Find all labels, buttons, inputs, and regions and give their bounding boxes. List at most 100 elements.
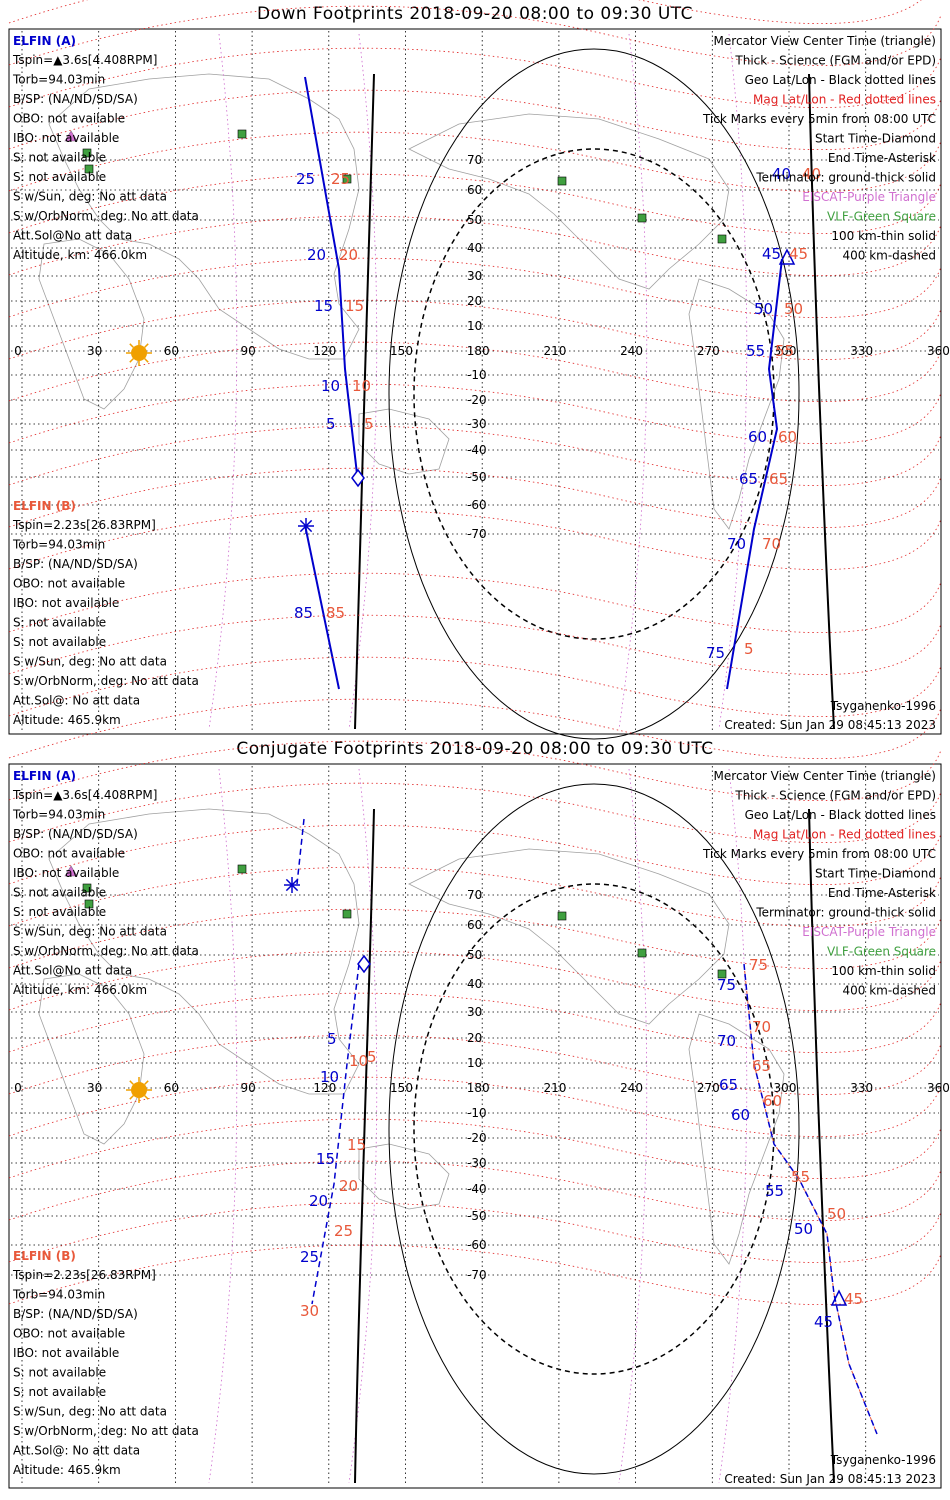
track-time-label: 50 bbox=[784, 300, 803, 318]
panel-frame bbox=[8, 28, 942, 735]
model-label: Tsyganenko-1996 bbox=[830, 1453, 936, 1467]
legend-entry: VLF-Green Square bbox=[827, 945, 936, 959]
track-time-label: 5 bbox=[367, 1048, 377, 1066]
lat-tick-label: 70 bbox=[467, 153, 482, 167]
satellite-tracks: 5510101515202025253075757070656560605555… bbox=[284, 818, 878, 1435]
geo-grid bbox=[11, 766, 939, 1486]
lon-tick-label: 60 bbox=[164, 344, 179, 358]
track-time-label: 70 bbox=[762, 535, 781, 553]
lat-tick-label: 10 bbox=[467, 319, 482, 333]
end-asterisk-icon bbox=[284, 877, 300, 893]
center-triangle-icon bbox=[778, 248, 796, 265]
track-time-label: 20 bbox=[339, 1177, 358, 1195]
vlf-station-square-icon bbox=[82, 883, 92, 893]
track-time-label: 10 bbox=[352, 377, 371, 395]
oval-100km bbox=[388, 783, 800, 1475]
track-time-label: 55 bbox=[791, 1168, 810, 1186]
terminator-line bbox=[354, 808, 375, 1484]
sat-a-info-line: S: not available bbox=[13, 886, 106, 900]
sat-a-info-line: Torb=94.03min bbox=[12, 73, 105, 87]
sat-b-info-line: IBO: not available bbox=[13, 1346, 119, 1360]
vlf-station-square-icon bbox=[557, 911, 567, 921]
lat-tick-label: -70 bbox=[467, 527, 487, 541]
lat-tick-label: -40 bbox=[467, 443, 487, 457]
sat-b-info-line: S: not available bbox=[13, 1366, 106, 1380]
track-time-label: 25 bbox=[296, 170, 315, 188]
created-timestamp: Created: Sun Jan 29 08:45:13 2023 bbox=[724, 1472, 936, 1486]
track-time-label: 55 bbox=[765, 1182, 784, 1200]
legend-entry: Thick - Science (FGM and/or EPD) bbox=[734, 54, 936, 68]
legend: Mercator View Center Time (triangle) Thic… bbox=[702, 34, 936, 263]
lon-tick-label: 60 bbox=[164, 1081, 179, 1095]
center-triangle-icon bbox=[830, 1289, 848, 1306]
axis-ticks: 0 30 60 90 120 150 180 210 240 270 300 330 360 70 60 50… bbox=[14, 153, 950, 541]
sat-a-info-line: B/SP: (NA/ND/SD/SA) bbox=[13, 92, 138, 106]
track-time-label: 25 bbox=[300, 1248, 319, 1266]
model-label: Tsyganenko-1996 bbox=[830, 699, 936, 713]
lat-tick-label: -20 bbox=[467, 393, 487, 407]
vlf-station-square-icon bbox=[82, 148, 92, 158]
lat-tick-label: 30 bbox=[467, 269, 482, 283]
vlf-station-square-icon bbox=[84, 899, 94, 909]
lon-tick-label: 210 bbox=[543, 344, 566, 358]
track-time-label: 30 bbox=[300, 1302, 319, 1320]
vlf-station-square-icon bbox=[637, 213, 647, 223]
sat-b-info-line: Torb=94.03min bbox=[12, 1288, 105, 1302]
sat-a-info-line: Altitude, km: 466.0km bbox=[13, 983, 147, 997]
panel-down: 0 30 60 90 120 150 180 210 240 270 300 330 360 70 60 50… bbox=[8, 0, 950, 740]
sat-b-info-line: OBO: not available bbox=[13, 577, 125, 591]
track-time-label: 70 bbox=[727, 535, 746, 553]
track-time-label: 10 bbox=[321, 377, 340, 395]
sat-b-info: ELFIN (B) Tspin=2.23s[26.83RPM] Torb=94.03… bbox=[12, 499, 199, 727]
track-time-label: 5 bbox=[327, 1030, 337, 1048]
legend-entry: Tick Marks every 5min from 08:00 UTC bbox=[702, 847, 936, 861]
sat-b-info-line: B/SP: (NA/ND/SD/SA) bbox=[13, 1307, 138, 1321]
lat-tick-label: 70 bbox=[467, 888, 482, 902]
start-diamond-icon bbox=[357, 954, 371, 974]
vlf-station-square-icon bbox=[717, 969, 727, 979]
track-time-label: 25 bbox=[331, 170, 350, 188]
track-time-label: 40 bbox=[772, 165, 791, 183]
track-time-label: 85 bbox=[326, 604, 345, 622]
track-time-label: 5 bbox=[744, 640, 754, 658]
sat-a-info-line: S w/OrbNorm, deg: No att data bbox=[13, 209, 199, 223]
lat-tick-label: -60 bbox=[467, 1238, 487, 1252]
lon-tick-label: 150 bbox=[390, 1081, 413, 1095]
lon-tick-label: 120 bbox=[313, 1081, 336, 1095]
track-time-label: 5 bbox=[326, 415, 336, 433]
lon-tick-label: 180 bbox=[467, 344, 490, 358]
lon-tick-label: 210 bbox=[543, 1081, 566, 1095]
panel-frame bbox=[8, 763, 942, 1489]
lat-tick-label: -50 bbox=[467, 1209, 487, 1223]
sat-b-name: ELFIN (B) bbox=[13, 499, 76, 513]
track-time-label: 45 bbox=[789, 245, 808, 263]
lon-tick-label: 120 bbox=[313, 344, 336, 358]
lat-tick-label: -30 bbox=[467, 1156, 487, 1170]
lat-tick-label: 20 bbox=[467, 294, 482, 308]
track-time-label: 75 bbox=[717, 976, 736, 994]
sat-a-info-line: Att.Sol@No att data bbox=[13, 964, 132, 978]
panel-title-conjugate: Conjugate Footprints 2018-09-20 08:00 to… bbox=[236, 739, 714, 759]
lat-tick-label: -70 bbox=[467, 1268, 487, 1282]
lon-tick-label: 90 bbox=[240, 1081, 255, 1095]
legend-entry: Tick Marks every 5min from 08:00 UTC bbox=[702, 112, 936, 126]
track-time-label: 45 bbox=[762, 245, 781, 263]
sat-b-info-line: S: not available bbox=[13, 616, 106, 630]
lat-tick-label: 30 bbox=[467, 1005, 482, 1019]
lon-tick-label: 360 bbox=[927, 1081, 950, 1095]
track-time-label: 15 bbox=[314, 297, 333, 315]
sun-icon bbox=[126, 1077, 152, 1103]
sat-b-info-line: Tspin=2.23s[26.83RPM] bbox=[12, 518, 156, 532]
sat-a-name: ELFIN (A) bbox=[13, 769, 76, 783]
track-time-label: 75 bbox=[749, 956, 768, 974]
vlf-station-square-icon bbox=[237, 864, 247, 874]
sat-a-info-line: S: not available bbox=[13, 170, 106, 184]
sat-b-info-line: OBO: not available bbox=[13, 1327, 125, 1341]
track-time-label: 45 bbox=[844, 1290, 863, 1308]
lat-tick-label: 40 bbox=[467, 977, 482, 991]
mag-grid bbox=[8, 572, 942, 1484]
legend-entry: EISCAT-Purple Triangle bbox=[802, 190, 936, 204]
legend-entry: Terminator: ground-thick solid bbox=[755, 906, 936, 920]
track-time-label: 55 bbox=[775, 342, 794, 360]
